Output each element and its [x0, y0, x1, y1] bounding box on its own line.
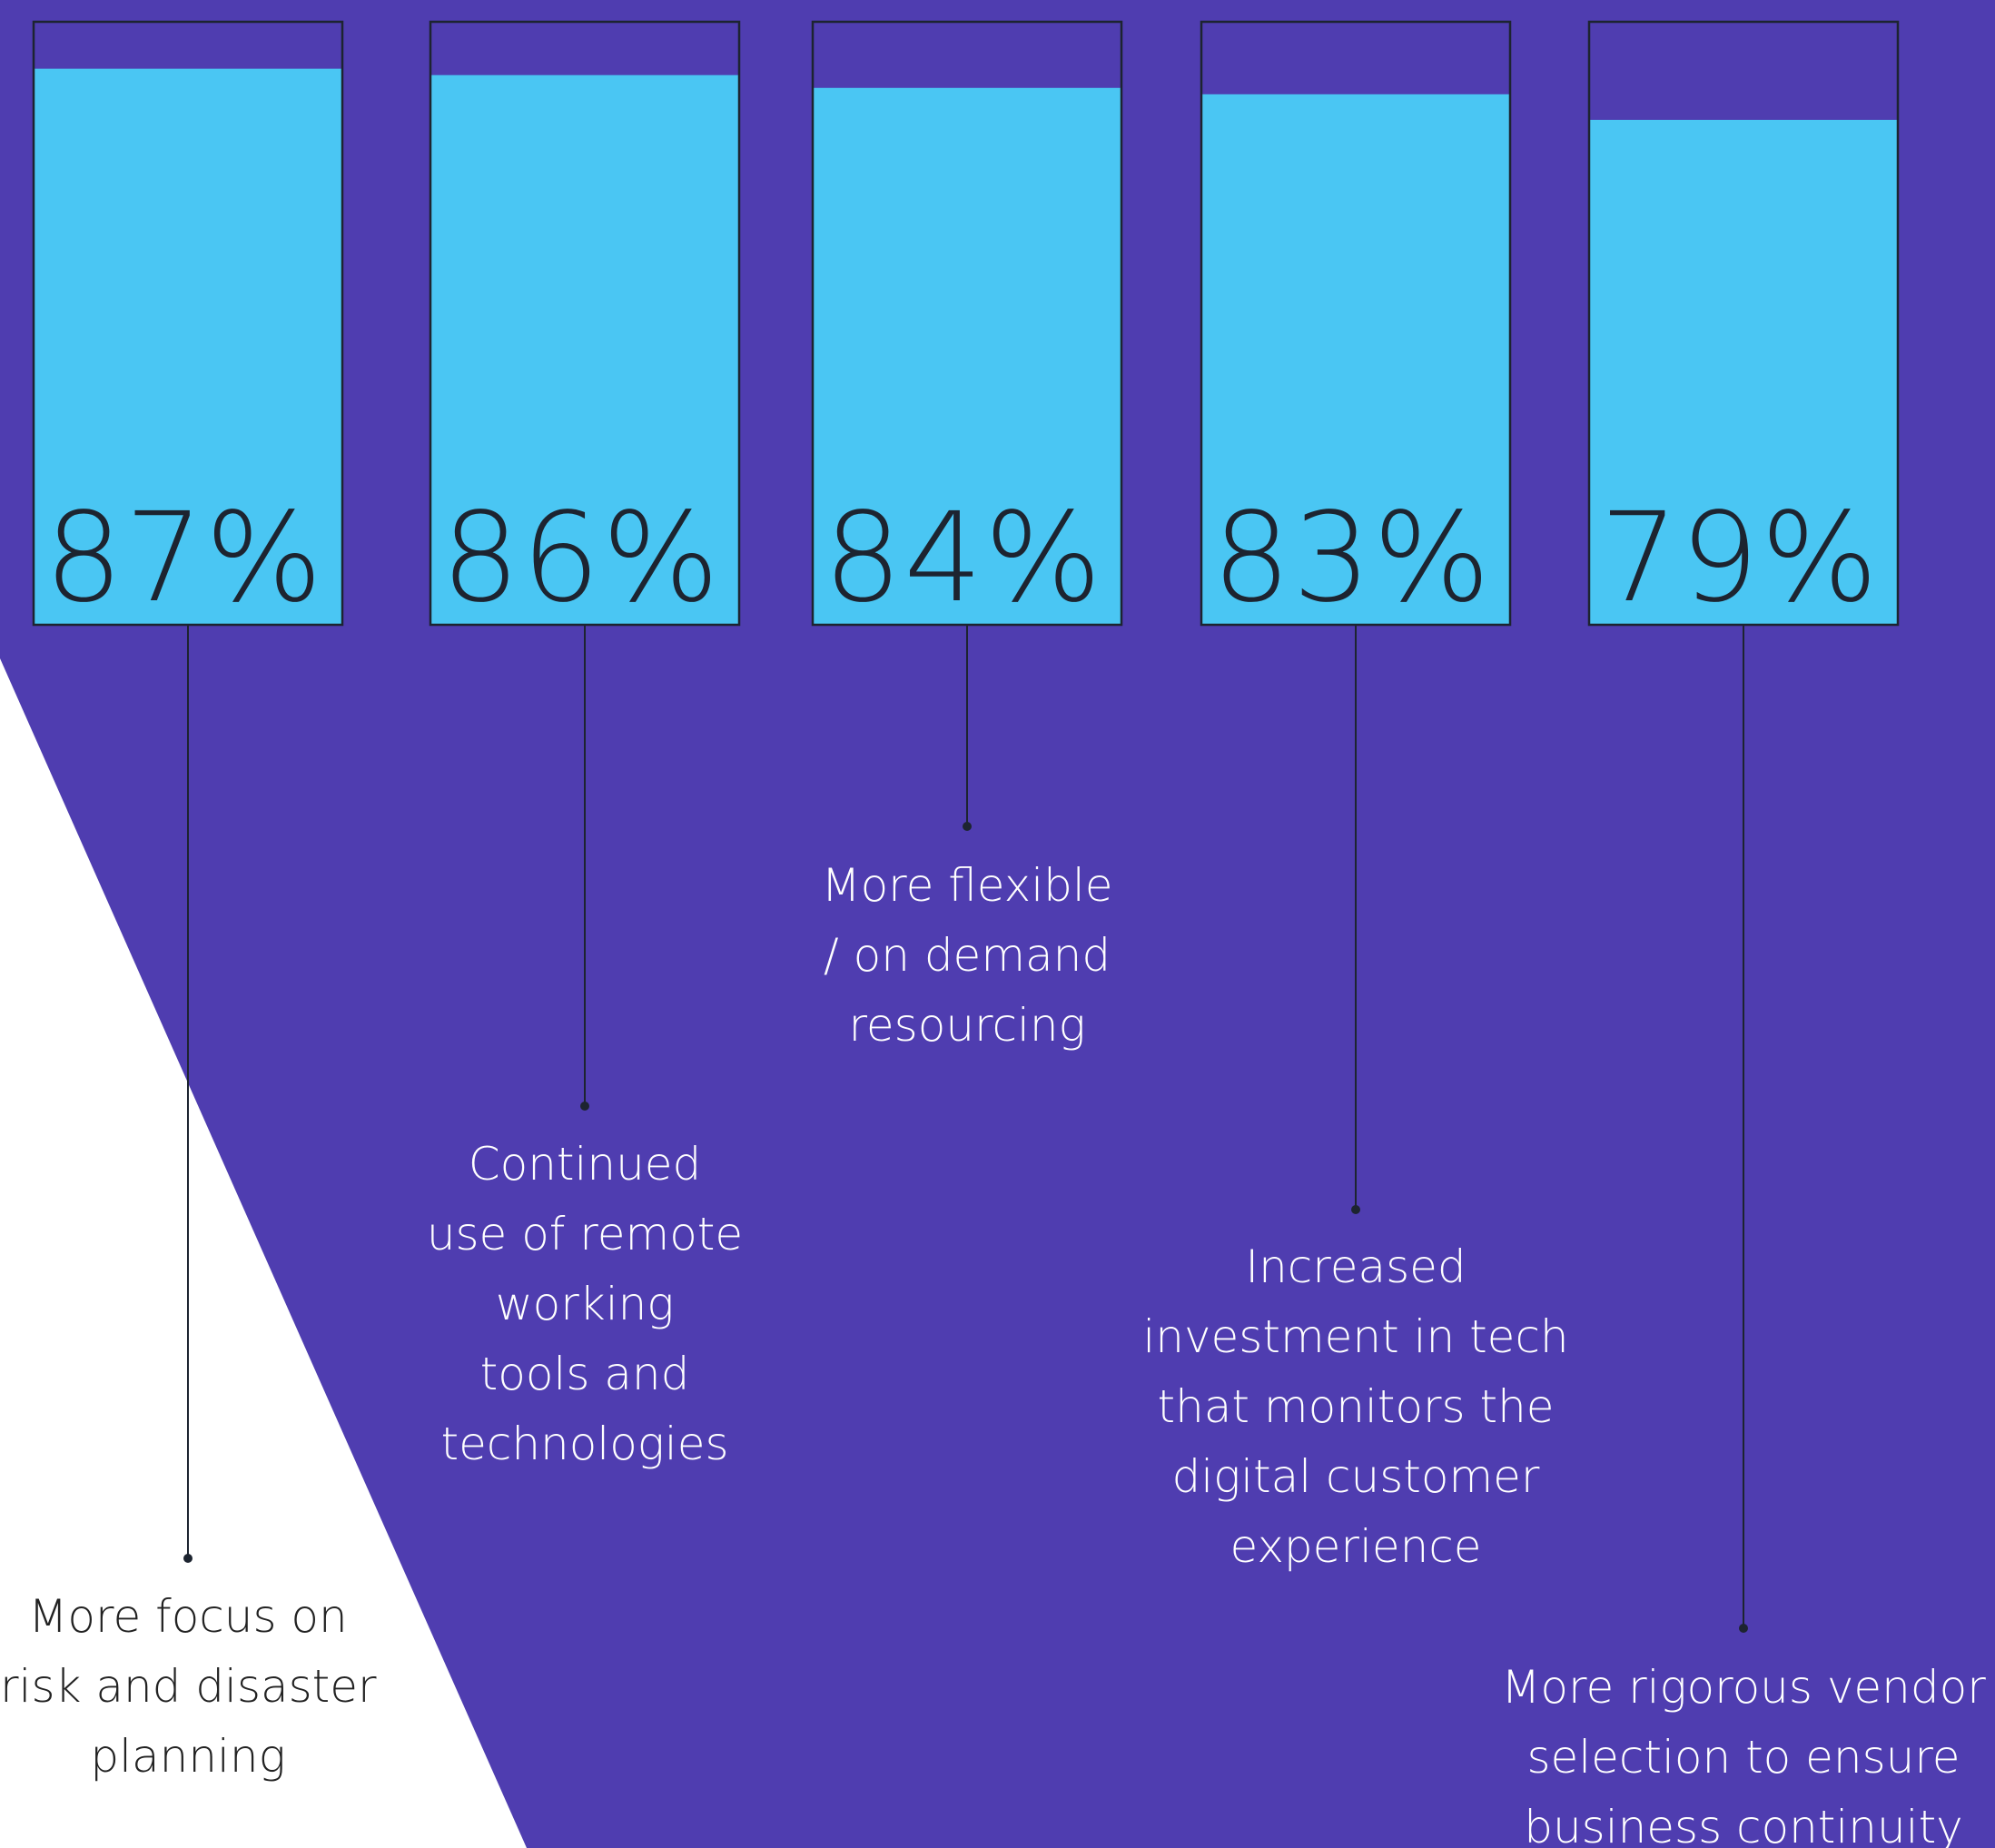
category-label-line: More flexible: [821, 859, 1113, 912]
bar-group-4: 83%: [1200, 20, 1512, 1214]
leader-dot-5: [1739, 1624, 1748, 1633]
bar-value-label-4: 83%: [1212, 487, 1492, 630]
leader-dot-3: [963, 822, 972, 831]
bar-value-label-1: 87%: [44, 487, 324, 630]
category-label-line: selection to ensure: [1526, 1731, 1960, 1784]
bar-group-1: 87%: [32, 20, 344, 1563]
bar-value-label-3: 84%: [824, 487, 1103, 630]
bar-fill-3: [813, 87, 1121, 625]
category-label-line: use of remote: [426, 1208, 744, 1260]
bar-group-3: 84%: [811, 20, 1123, 831]
category-label-line: working: [495, 1278, 675, 1330]
bar-fill-5: [1589, 119, 1898, 625]
category-label-line: tools and: [479, 1348, 690, 1400]
category-label-line: experience: [1230, 1520, 1482, 1573]
bar-value-label-5: 79%: [1600, 487, 1880, 630]
leader-dot-1: [183, 1554, 193, 1563]
bar-fill-4: [1201, 94, 1510, 625]
category-label-line: Increased: [1245, 1240, 1467, 1293]
category-label-line: Continued: [468, 1138, 702, 1191]
bar-group-2: 86%: [429, 20, 741, 1111]
bar-group-5: 79%: [1587, 20, 1900, 1633]
category-label-line: technologies: [440, 1418, 729, 1470]
category-label-line: risk and disaster: [0, 1660, 377, 1713]
category-label-line: that monitors the: [1157, 1380, 1555, 1433]
category-label-line: More rigorous vendor: [1501, 1661, 1986, 1714]
category-label-line: More focus on: [28, 1590, 348, 1643]
category-label-5: More rigorous vendor selection to ensure b…: [1495, 1653, 1992, 1848]
category-label-3: More flexible / on demand resourcing: [695, 851, 1239, 1061]
category-label-line: business continuity: [1524, 1801, 1963, 1848]
bar-fill-1: [34, 68, 342, 626]
category-label-line: resourcing: [848, 999, 1086, 1052]
category-label-2: Continued use of remote working tools and te…: [312, 1130, 857, 1479]
category-label-line: / on demand: [823, 929, 1111, 982]
leader-dot-4: [1351, 1205, 1360, 1214]
bar-value-label-2: 86%: [441, 487, 721, 630]
category-label-line: planning: [90, 1730, 286, 1783]
category-label-line: digital customer: [1171, 1450, 1540, 1503]
bar-fill-2: [430, 74, 739, 625]
category-label-line: investment in tech: [1142, 1310, 1569, 1363]
category-label-4: Increased investment in tech that monitors…: [1083, 1232, 1628, 1582]
leader-dot-2: [580, 1102, 589, 1111]
category-label-1: More focus on risk and disaster planning: [0, 1582, 377, 1792]
